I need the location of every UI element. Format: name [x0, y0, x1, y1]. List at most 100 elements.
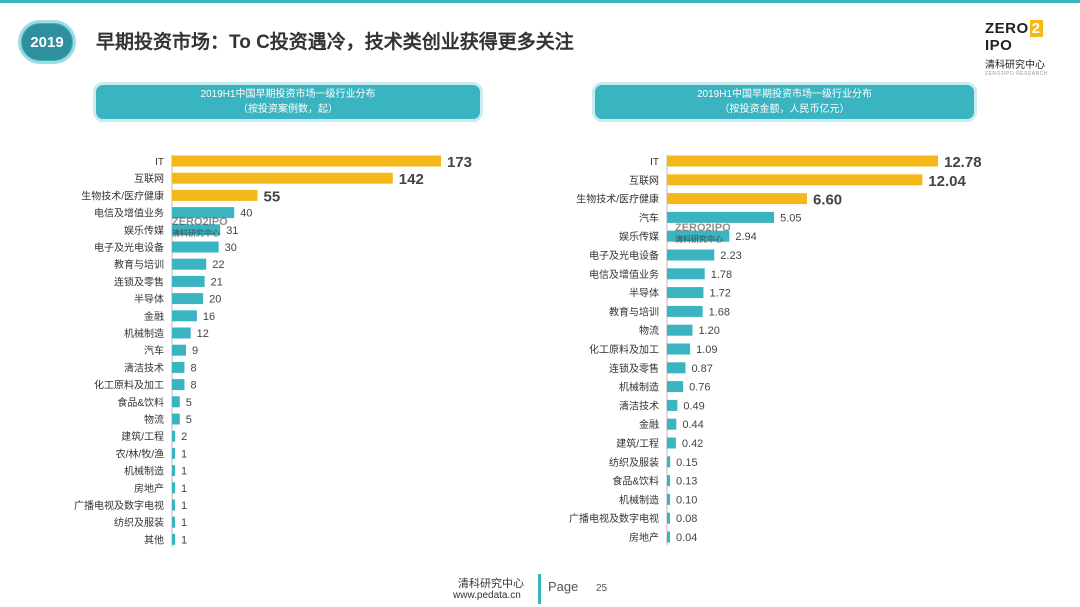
bar — [667, 493, 670, 505]
category-label: 其他 — [144, 533, 164, 546]
page-title: 早期投资市场：To C投资遇冷，技术类创业获得更多关注 — [96, 32, 574, 53]
bar — [172, 379, 185, 391]
value-label: 1 — [181, 448, 187, 460]
value-label: 6.60 — [813, 192, 842, 209]
footer-org-name: 清科研究中心 — [458, 578, 524, 590]
category-label: 清洁技术 — [124, 361, 164, 374]
category-label: 建筑/工程 — [616, 437, 659, 450]
zero2ipo-logo: ZERO 2IPO 清科研究中心 ZERO2IPO RESEARCH — [985, 20, 1065, 77]
category-label: 电信及增值业务 — [589, 268, 659, 281]
left-chart-title: 2019H1中国早期投资市场一级行业分布 — [200, 89, 376, 100]
value-label: 0.49 — [683, 400, 704, 412]
category-label: 化工原料及加工 — [589, 343, 659, 356]
category-label: 连锁及零售 — [114, 275, 164, 288]
bar — [667, 211, 775, 223]
year-badge: 2019 — [18, 20, 76, 64]
bar — [172, 258, 207, 270]
value-label: 1.68 — [709, 306, 730, 318]
footer-page-number: 25 — [596, 583, 608, 594]
value-label: 12.04 — [928, 173, 966, 190]
footer-url: www.pedata.cn — [453, 590, 521, 601]
watermark-left: ZERO2IPO 清科研究中心 — [172, 216, 228, 238]
bar — [667, 155, 938, 167]
value-label: 1 — [181, 483, 187, 495]
bar — [172, 207, 235, 219]
category-label: 生物技术/医疗健康 — [81, 189, 164, 202]
value-label: 0.15 — [676, 457, 697, 469]
category-label: 清洁技术 — [619, 399, 659, 412]
value-label: 1 — [181, 534, 187, 546]
category-label: 机械制造 — [619, 381, 659, 394]
category-label: IT — [155, 157, 164, 168]
value-label: 30 — [225, 242, 237, 254]
bar — [172, 447, 175, 459]
category-label: 汽车 — [639, 211, 659, 224]
category-label: 农/林/牧/渔 — [116, 447, 164, 460]
category-label: 机械制造 — [124, 327, 164, 340]
value-label: 1.20 — [698, 325, 719, 337]
category-label: 连锁及零售 — [609, 362, 659, 375]
bar — [667, 230, 730, 242]
bar — [667, 437, 676, 449]
logo-wordmark: ZERO 2IPO — [985, 20, 1043, 54]
category-label: 化工原料及加工 — [94, 379, 164, 392]
bar — [667, 512, 670, 524]
bar — [667, 268, 705, 280]
bar — [172, 241, 219, 253]
bar — [667, 174, 923, 186]
right-chart-subtitle: （按投资金额，人民币亿元） — [719, 104, 850, 115]
bar — [172, 275, 205, 287]
value-label: 1.09 — [696, 344, 717, 356]
category-label: 半导体 — [629, 287, 659, 300]
value-label: 8 — [190, 362, 196, 374]
value-label: 9 — [192, 345, 198, 357]
category-label: 生物技术/医疗健康 — [576, 193, 659, 206]
bar — [667, 362, 686, 374]
right-chart-header: 2019H1中国早期投资市场一级行业分布 （按投资金额，人民币亿元） — [592, 82, 977, 122]
value-label: 2.23 — [720, 250, 741, 262]
value-label: 31 — [226, 225, 238, 237]
category-label: 广播电视及数字电视 — [569, 512, 659, 525]
bar — [172, 482, 175, 494]
bar — [667, 418, 677, 430]
watermark-right: ZERO2IPO 清科研究中心 — [675, 222, 731, 244]
bar — [172, 430, 176, 442]
footer-divider — [538, 574, 541, 604]
bar — [172, 224, 221, 236]
category-label: 电子及光电设备 — [94, 241, 164, 254]
value-label: 8 — [190, 380, 196, 392]
bar — [172, 499, 175, 511]
year-badge-label: 2019 — [22, 24, 72, 60]
bar — [667, 399, 678, 411]
category-label: 建筑/工程 — [121, 430, 164, 443]
value-label: 40 — [240, 208, 252, 220]
bar — [667, 193, 807, 205]
category-label: 娱乐传媒 — [124, 224, 164, 237]
value-label: 5 — [186, 414, 192, 426]
value-label: 12.78 — [944, 154, 982, 171]
category-label: 机械制造 — [124, 465, 164, 478]
top-accent-bar — [0, 0, 1080, 3]
bar — [172, 293, 204, 305]
bar — [172, 327, 191, 339]
category-label: 互联网 — [629, 175, 659, 187]
value-label: 1.72 — [709, 288, 730, 300]
category-label: IT — [650, 157, 659, 168]
value-label: 0.44 — [682, 419, 703, 431]
category-label: 食品&饮料 — [612, 475, 659, 488]
category-label: 教育与培训 — [114, 258, 164, 271]
bar — [172, 361, 185, 373]
category-label: 房地产 — [134, 482, 164, 495]
category-label: 机械制造 — [619, 493, 659, 506]
category-label: 纺织及服装 — [114, 516, 164, 529]
category-label: 物流 — [639, 324, 659, 337]
category-label: 金融 — [639, 418, 659, 431]
bar — [667, 324, 693, 336]
value-label: 0.87 — [691, 363, 712, 375]
logo-subtitle: 清科研究中心 — [985, 60, 1045, 71]
category-label: 半导体 — [134, 293, 164, 306]
value-label: 20 — [209, 294, 221, 306]
bar — [172, 533, 175, 545]
value-label: 0.42 — [682, 438, 703, 450]
